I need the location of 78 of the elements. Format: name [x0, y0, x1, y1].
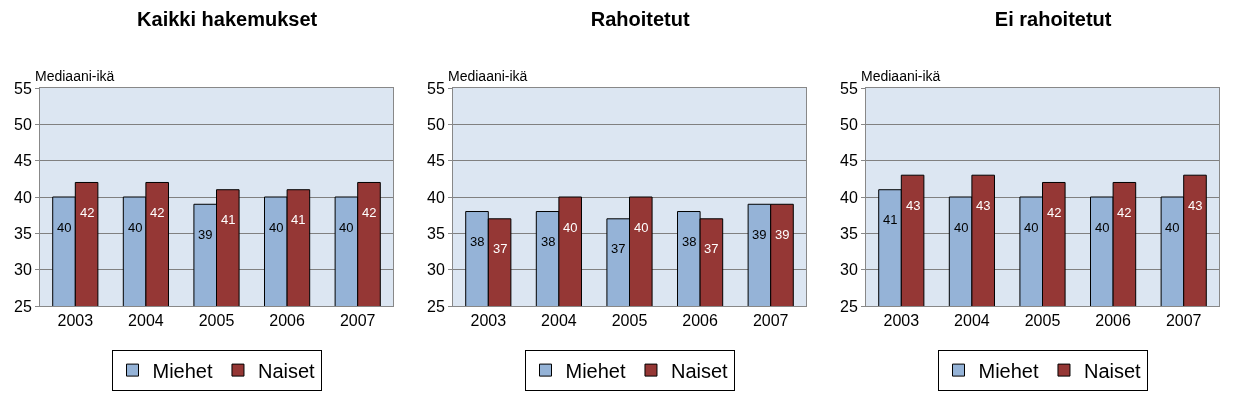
data-label: 40: [269, 220, 284, 235]
data-label: 43: [1188, 198, 1203, 213]
y-tick-label: 25: [840, 297, 858, 315]
y-tick-label: 35: [14, 224, 32, 242]
data-label: 39: [198, 227, 213, 242]
x-tick-label: 2004: [541, 312, 577, 330]
chart-title: Ei rahoitetut: [994, 8, 1112, 31]
data-label: 38: [541, 234, 556, 249]
data-label: 37: [704, 241, 719, 256]
y-tick-label: 55: [840, 79, 858, 97]
y-tick-label: 35: [840, 224, 858, 242]
y-tick-label: 40: [840, 188, 858, 206]
y-tick-label: 30: [14, 261, 32, 279]
y-tick-label: 45: [840, 152, 858, 170]
y-tick-label: 40: [14, 188, 32, 206]
data-label: 40: [1095, 220, 1110, 235]
x-tick-label: 2007: [752, 312, 789, 330]
data-label: 40: [1165, 220, 1180, 235]
chart-title: Kaikki hakemukset: [137, 8, 318, 31]
x-tick-label: 2005: [1024, 312, 1061, 330]
y-tick-label: 50: [14, 115, 32, 133]
x-tick-label: 2006: [1095, 312, 1131, 330]
data-label: 40: [57, 220, 72, 235]
data-label: 40: [954, 220, 969, 235]
data-label: 43: [906, 198, 921, 213]
x-tick-label: 2007: [1165, 312, 1202, 330]
x-tick-label: 2007: [339, 312, 376, 330]
legend-label: Naiset: [257, 359, 316, 382]
legend-label: Naiset: [670, 359, 729, 382]
data-label: 42: [362, 205, 377, 220]
y-axis-title: Mediaani-ikä: [861, 68, 941, 84]
data-label: 41: [221, 212, 236, 227]
data-label: 42: [1047, 205, 1062, 220]
y-tick-label: 45: [14, 152, 32, 170]
x-tick-label: 2006: [269, 312, 305, 330]
legend-label: Miehet: [152, 359, 213, 382]
data-label: 41: [291, 212, 306, 227]
data-label: 37: [611, 241, 626, 256]
data-label: 40: [128, 220, 143, 235]
y-tick-label: 55: [427, 79, 445, 97]
data-label: 40: [634, 220, 649, 235]
x-tick-label: 2003: [883, 312, 920, 330]
data-label: 41: [883, 212, 898, 227]
data-label: 39: [775, 227, 790, 242]
y-tick-label: 50: [840, 115, 858, 133]
data-label: 42: [150, 205, 165, 220]
data-label: 38: [682, 234, 697, 249]
data-label: 39: [752, 227, 767, 242]
legend-label: Miehet: [978, 359, 1039, 382]
x-tick-label: 2006: [682, 312, 718, 330]
data-label: 40: [563, 220, 578, 235]
legend-label: Naiset: [1083, 359, 1142, 382]
data-label: 40: [1024, 220, 1039, 235]
y-axis-title: Mediaani-ikä: [35, 68, 115, 84]
chart-title: Rahoitetut: [590, 8, 690, 31]
x-tick-label: 2005: [198, 312, 235, 330]
data-label: 42: [80, 205, 95, 220]
y-axis-title: Mediaani-ikä: [448, 68, 528, 84]
data-label: 37: [493, 241, 508, 256]
data-label: 38: [470, 234, 485, 249]
y-tick-label: 45: [427, 152, 445, 170]
y-tick-label: 30: [840, 261, 858, 279]
y-tick-label: 25: [427, 297, 445, 315]
x-tick-label: 2004: [128, 312, 164, 330]
data-label: 43: [976, 198, 991, 213]
x-tick-label: 2003: [470, 312, 507, 330]
y-tick-label: 35: [427, 224, 445, 242]
y-tick-label: 55: [14, 79, 32, 97]
x-tick-label: 2004: [954, 312, 990, 330]
y-tick-label: 50: [427, 115, 445, 133]
data-label: 40: [339, 220, 354, 235]
data-label: 42: [1117, 205, 1132, 220]
y-tick-label: 25: [14, 297, 32, 315]
y-tick-label: 40: [427, 188, 445, 206]
x-tick-label: 2005: [611, 312, 648, 330]
legend-label: Miehet: [565, 359, 626, 382]
x-tick-label: 2003: [57, 312, 94, 330]
y-tick-label: 30: [427, 261, 445, 279]
